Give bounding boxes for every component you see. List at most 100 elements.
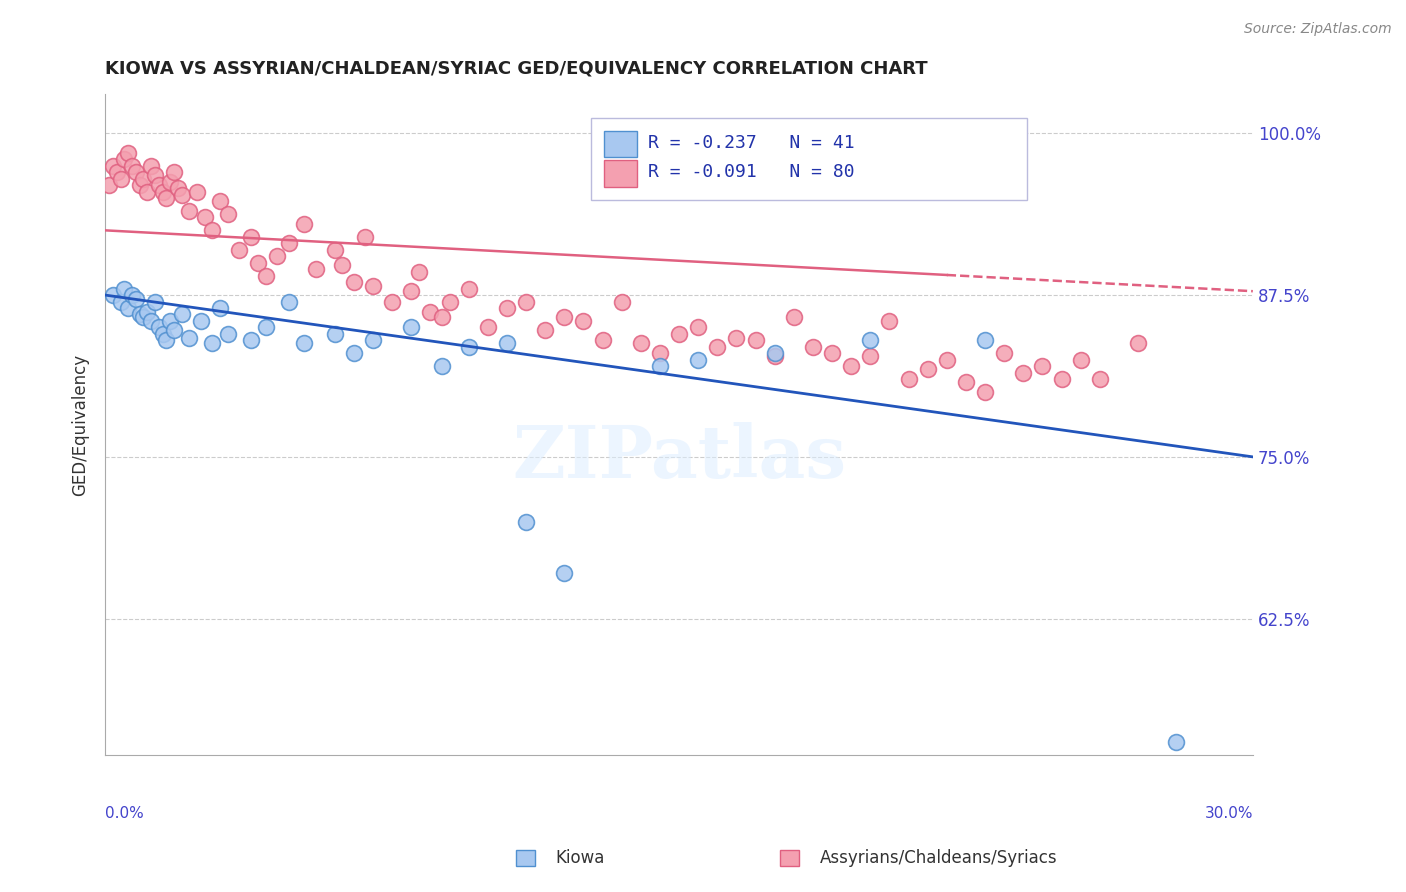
- Point: [254, 320, 277, 334]
- Point: [152, 185, 174, 199]
- Point: [217, 206, 239, 220]
- Point: [630, 335, 652, 350]
- Point: [101, 288, 124, 302]
- Point: [343, 346, 366, 360]
- Point: [292, 217, 315, 231]
- Point: [125, 292, 148, 306]
- Point: [1126, 335, 1149, 350]
- Point: [179, 203, 201, 218]
- Point: [343, 275, 366, 289]
- Point: [132, 310, 155, 324]
- Point: [323, 326, 346, 341]
- Point: [179, 331, 201, 345]
- Point: [1031, 359, 1053, 374]
- Point: [381, 294, 404, 309]
- Point: [304, 262, 326, 277]
- Point: [553, 566, 575, 581]
- Point: [332, 258, 354, 272]
- Point: [136, 305, 159, 319]
- Point: [515, 294, 537, 309]
- Point: [1166, 734, 1188, 748]
- Point: [763, 349, 786, 363]
- Point: [801, 340, 824, 354]
- Text: KIOWA VS ASSYRIAN/CHALDEAN/SYRIAC GED/EQUIVALENCY CORRELATION CHART: KIOWA VS ASSYRIAN/CHALDEAN/SYRIAC GED/EQ…: [105, 60, 928, 78]
- Point: [132, 171, 155, 186]
- Point: [208, 301, 231, 315]
- Point: [477, 320, 499, 334]
- Point: [457, 282, 479, 296]
- Point: [725, 331, 748, 345]
- Point: [167, 180, 190, 194]
- Point: [879, 314, 901, 328]
- Point: [148, 320, 170, 334]
- Point: [859, 334, 882, 348]
- Point: [648, 346, 671, 360]
- Point: [239, 334, 262, 348]
- Point: [553, 310, 575, 324]
- Point: [148, 178, 170, 192]
- Point: [859, 349, 882, 363]
- Point: [439, 294, 461, 309]
- Point: [112, 282, 135, 296]
- Point: [105, 165, 128, 179]
- Point: [112, 152, 135, 166]
- Point: [128, 308, 150, 322]
- Point: [688, 352, 710, 367]
- Point: [170, 188, 193, 202]
- Point: [155, 334, 177, 348]
- Bar: [591, 118, 1026, 200]
- Point: [430, 310, 453, 324]
- Point: [136, 185, 159, 199]
- Point: [170, 308, 193, 322]
- Point: [1012, 366, 1035, 380]
- Point: [101, 159, 124, 173]
- Bar: [605, 131, 637, 157]
- Point: [935, 352, 957, 367]
- Point: [648, 359, 671, 374]
- Point: [917, 362, 939, 376]
- Text: ZIPatlas: ZIPatlas: [512, 422, 846, 493]
- Point: [143, 294, 166, 309]
- Point: [763, 346, 786, 360]
- Point: [974, 334, 997, 348]
- Point: [163, 165, 186, 179]
- Point: [783, 310, 806, 324]
- Point: [706, 340, 728, 354]
- Point: [399, 320, 422, 334]
- Point: [277, 294, 299, 309]
- Point: [419, 305, 441, 319]
- Point: [254, 268, 277, 283]
- Point: [277, 236, 299, 251]
- Point: [496, 335, 519, 350]
- Point: [668, 326, 690, 341]
- Point: [143, 168, 166, 182]
- Point: [572, 314, 595, 328]
- Point: [323, 243, 346, 257]
- Text: Kiowa: Kiowa: [555, 849, 605, 867]
- Point: [1050, 372, 1073, 386]
- Point: [163, 323, 186, 337]
- Point: [155, 191, 177, 205]
- Point: [955, 375, 977, 389]
- Point: [496, 301, 519, 315]
- Point: [361, 334, 384, 348]
- Point: [159, 176, 181, 190]
- Point: [292, 335, 315, 350]
- Point: [354, 229, 377, 244]
- Point: [228, 243, 250, 257]
- Point: [128, 178, 150, 192]
- Text: 0.0%: 0.0%: [105, 806, 143, 822]
- Point: [688, 320, 710, 334]
- Point: [1088, 372, 1111, 386]
- Point: [430, 359, 453, 374]
- Point: [457, 340, 479, 354]
- Point: [592, 334, 614, 348]
- Point: [117, 145, 139, 160]
- Text: 30.0%: 30.0%: [1205, 806, 1253, 822]
- Point: [98, 178, 121, 192]
- Text: Source: ZipAtlas.com: Source: ZipAtlas.com: [1244, 22, 1392, 37]
- Point: [217, 326, 239, 341]
- Point: [139, 159, 162, 173]
- Y-axis label: GED/Equivalency: GED/Equivalency: [72, 353, 89, 496]
- Point: [159, 314, 181, 328]
